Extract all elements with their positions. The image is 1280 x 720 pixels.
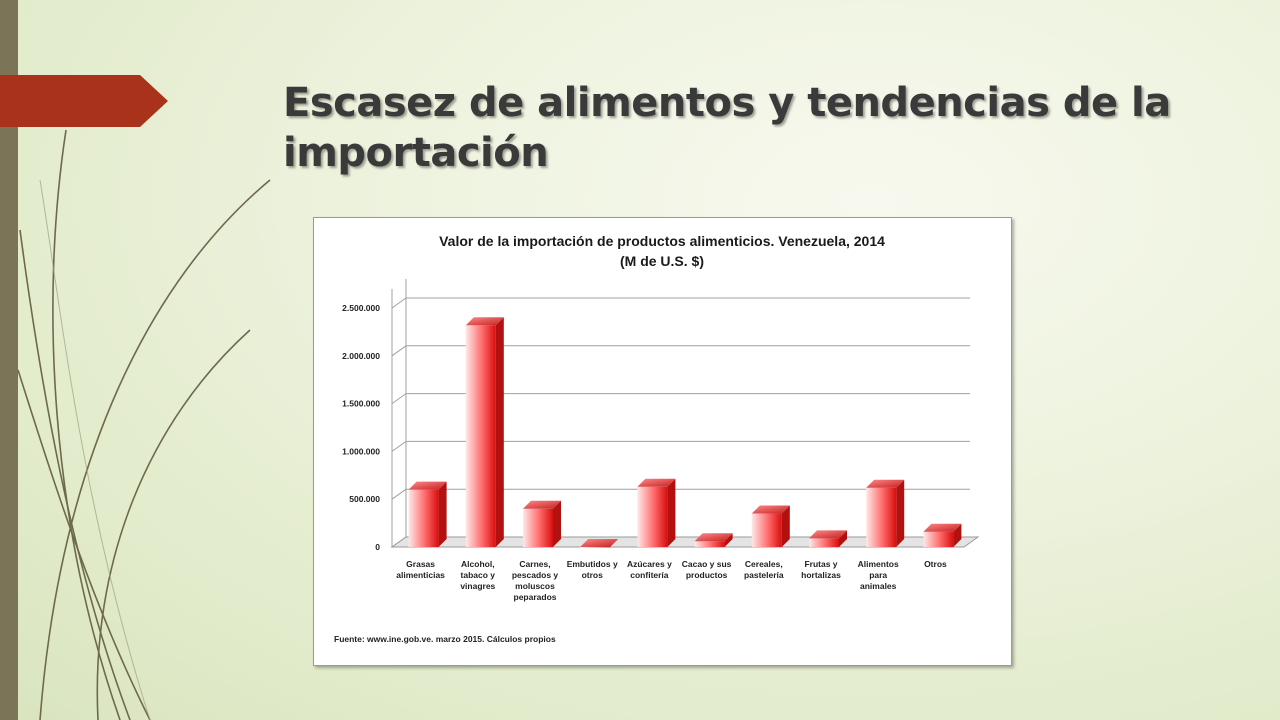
x-tick-label: Carnes, pescados y moluscos peparados	[512, 559, 559, 602]
bar	[408, 489, 439, 547]
bar-side	[667, 478, 676, 547]
bar-top	[580, 539, 619, 547]
bar-side	[495, 317, 504, 547]
y-tick-label: 1.500.000	[342, 399, 380, 409]
bar-side	[896, 479, 905, 547]
x-tick-label: Embutidos y otros	[567, 559, 618, 580]
x-tick-label: Azúcares y confitería	[627, 559, 672, 580]
y-tick-label: 1.000.000	[342, 446, 380, 456]
bar	[637, 486, 668, 547]
gridline-diagonal	[391, 440, 407, 452]
x-tick-label: Frutas y hortalizas	[801, 559, 841, 580]
x-tick-label: Otros	[924, 559, 947, 569]
bar-top	[923, 523, 962, 532]
bar-top	[523, 500, 561, 509]
bar	[694, 541, 725, 547]
x-tick-label: Alimentos para animales	[858, 559, 899, 591]
title-accent-tab	[0, 75, 168, 127]
x-tick-label: Cereales, pastelería	[744, 559, 784, 580]
bar	[809, 538, 839, 547]
x-tick-label: Cacao y sus productos	[682, 559, 732, 580]
bar-side	[781, 505, 790, 547]
bar	[523, 508, 553, 547]
bar-side	[724, 533, 733, 547]
chart-title-line2: (M de U.S. $)	[620, 253, 704, 269]
gridline-diagonal	[391, 393, 407, 405]
bar-side	[839, 530, 847, 547]
bar-top	[465, 317, 504, 326]
bar	[580, 547, 611, 548]
bar-side	[553, 500, 561, 547]
bar	[866, 487, 897, 547]
gridline-diagonal	[391, 297, 407, 309]
bar-top	[408, 481, 447, 490]
bar-chart: Valor de la importación de productos ali…	[334, 233, 980, 644]
plot-area: 0 500.000 1.000.000 1.500.000 2.000.000 2.500…	[342, 278, 980, 602]
bar-side	[953, 523, 962, 547]
x-tick-label: Alcohol, tabaco y vinagres	[460, 559, 495, 591]
bar	[751, 513, 782, 547]
chart-title-line1: Valor de la importación de productos ali…	[439, 233, 885, 249]
bar-side	[438, 481, 447, 547]
gridline-diagonal	[391, 345, 407, 357]
y-tick-label: 2.500.000	[342, 303, 380, 313]
y-tick-label: 2.000.000	[342, 351, 380, 361]
slide-title: Escasez de alimentos y tendencias de la …	[283, 80, 1171, 176]
bar-top	[866, 479, 905, 488]
y-tick-label: 0	[375, 542, 380, 552]
bar	[923, 531, 954, 547]
y-tick-label: 500.000	[349, 494, 380, 504]
chart-container: Valor de la importación de productos ali…	[313, 217, 1012, 666]
side-accent-bar	[0, 0, 18, 720]
bar-top	[809, 530, 847, 539]
bar-top	[637, 478, 676, 487]
x-tick-label: Grasas alimenticias	[396, 559, 445, 580]
bar-top	[751, 505, 790, 514]
bar	[465, 325, 496, 547]
chart-source-note: Fuente: www.ine.gob.ve. marzo 2015. Cálc…	[334, 634, 556, 644]
decorative-curves	[17, 129, 271, 720]
bar-top	[694, 533, 733, 542]
gridline-diagonal	[391, 488, 407, 500]
